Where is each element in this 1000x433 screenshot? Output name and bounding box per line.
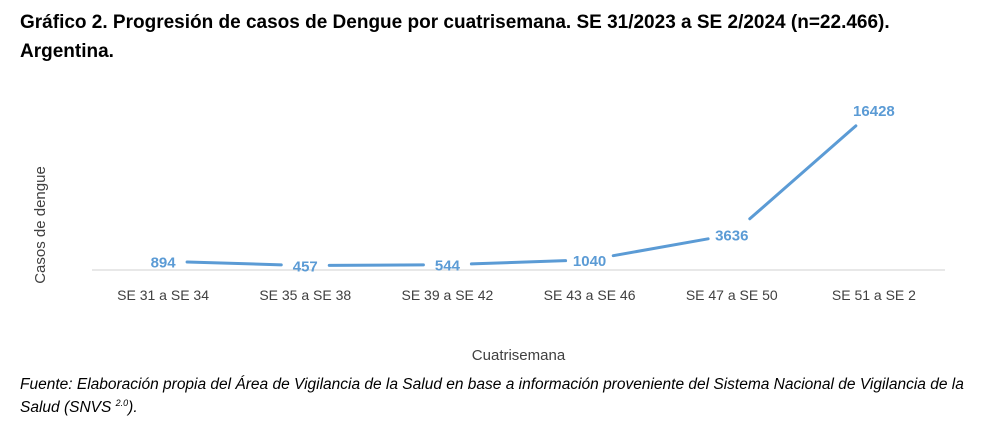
data-label: 3636 (715, 228, 748, 245)
series-line-segment (185, 260, 283, 267)
series-line-segment (748, 124, 858, 221)
data-label: 16428 (853, 103, 895, 120)
x-tick-label: SE 31 a SE 34 (117, 287, 209, 303)
series-line-segment (611, 237, 710, 258)
x-tick-label: SE 43 a SE 46 (544, 287, 636, 303)
x-axis-title: Cuatrisemana (472, 347, 566, 364)
series-line-segment (469, 259, 568, 266)
data-label: 544 (435, 258, 461, 275)
y-axis-title: Casos de dengue (32, 166, 49, 284)
x-tick-label: SE 47 a SE 50 (686, 287, 778, 303)
data-label: 894 (151, 254, 177, 271)
x-tick-label: SE 35 a SE 38 (259, 287, 351, 303)
x-tick-label: SE 51 a SE 2 (832, 287, 916, 303)
data-label: 457 (293, 259, 318, 276)
source-tail: ). (128, 399, 138, 416)
data-label: 1040 (573, 253, 606, 270)
x-tick-label: SE 39 a SE 42 (401, 287, 493, 303)
source-superscript: 2.0 (115, 397, 129, 408)
plot-area: SE 31 a SE 34 SE 35 a SE 38 SE 39 a SE 42 S… (32, 103, 945, 364)
source-note: Fuente: Elaboración propia del Área de V… (20, 373, 980, 419)
chart-title: Gráfico 2. Progresión de casos de Dengue… (20, 12, 890, 62)
source-text: Fuente: Elaboración propia del Área de V… (20, 376, 964, 416)
series-line-segment (327, 263, 425, 267)
